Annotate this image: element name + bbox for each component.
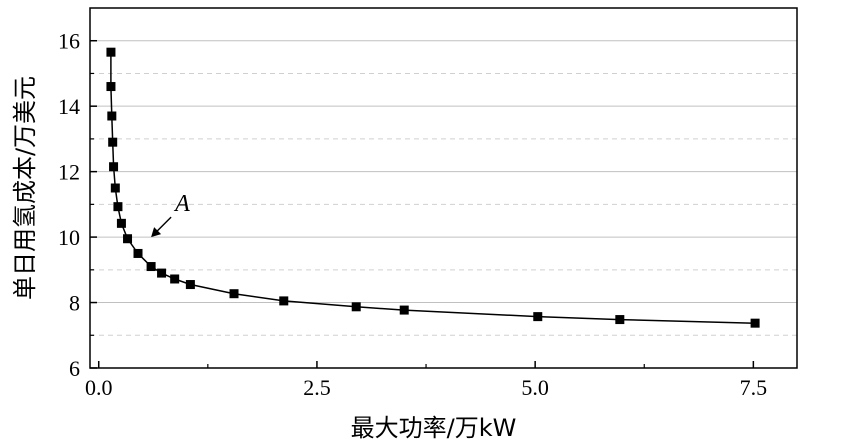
x-axis-title: 最大功率/万kW — [351, 414, 517, 442]
axis-ticks: 6 8 10 12 14 16 0.0 2.5 5.0 7.5 — [58, 29, 767, 400]
data-point — [110, 183, 120, 193]
x-tick-label: 2.5 — [303, 375, 331, 400]
data-point — [615, 315, 625, 325]
data-point — [185, 280, 195, 290]
data-point — [123, 234, 133, 244]
y-tick-label: 10 — [58, 225, 80, 250]
plot-frame — [89, 7, 798, 369]
y-tick-label: 6 — [69, 356, 80, 381]
data-point — [116, 218, 126, 228]
y-axis-title: 单日用氢成本/万美元 — [11, 76, 39, 300]
annotation-layer: A — [151, 191, 190, 238]
data-point — [533, 312, 543, 322]
grid-lines — [90, 40, 797, 336]
y-tick-label: 8 — [69, 291, 80, 316]
data-point — [113, 202, 123, 212]
data-point — [108, 137, 118, 147]
series-line — [110, 52, 756, 324]
data-point — [229, 289, 239, 299]
data-point — [106, 82, 116, 92]
data-point — [106, 47, 116, 57]
series-layer — [106, 47, 760, 328]
annotation-label: A — [173, 191, 190, 217]
data-point — [351, 302, 361, 312]
data-point — [109, 162, 119, 172]
x-tick-label: 0.0 — [85, 375, 113, 400]
annotation-arrowhead — [151, 227, 162, 238]
y-tick-label: 12 — [58, 160, 80, 185]
x-tick-label: 7.5 — [740, 375, 768, 400]
data-point — [399, 305, 409, 315]
y-tick-label: 16 — [58, 29, 80, 54]
data-point — [133, 248, 143, 258]
data-point — [107, 111, 117, 121]
data-point — [170, 274, 180, 284]
data-point — [157, 268, 167, 278]
data-point — [279, 296, 289, 306]
x-tick-label: 5.0 — [521, 375, 549, 400]
data-point — [146, 262, 156, 272]
data-point — [750, 318, 760, 328]
y-tick-label: 14 — [58, 94, 80, 119]
